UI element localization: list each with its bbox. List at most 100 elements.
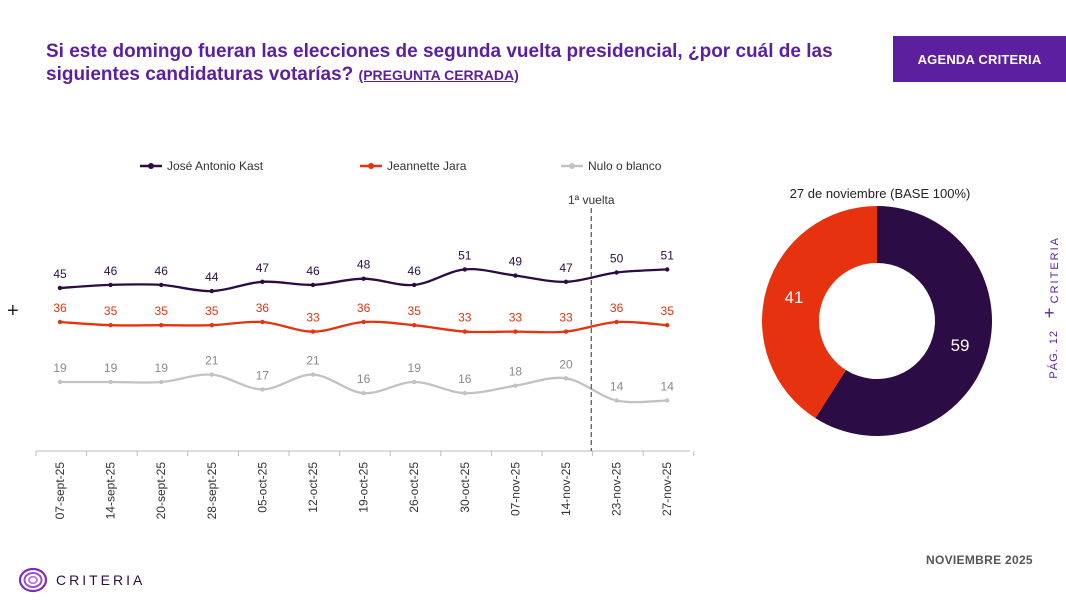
agenda-badge: AGENDA CRITERIA: [893, 36, 1066, 82]
side-brand: CRITERIA: [1049, 236, 1061, 304]
x-tick-label: 12-oct-25: [306, 462, 320, 513]
data-label: 19: [408, 361, 422, 375]
legend-swatch-dot: [368, 163, 374, 169]
legend-label: Nulo o blanco: [588, 159, 662, 173]
data-point: [614, 398, 619, 403]
x-tick-label: 28-sept-25: [205, 462, 219, 520]
logo-text: CRITERIA: [56, 572, 146, 588]
data-label: 36: [357, 301, 371, 315]
data-label: 47: [559, 261, 573, 275]
data-label: 21: [205, 354, 219, 368]
data-point: [57, 285, 63, 291]
data-label: 35: [661, 304, 675, 318]
data-label: 33: [458, 311, 472, 325]
data-point: [412, 379, 417, 385]
criteria-logo: CRITERIA: [18, 567, 145, 593]
donut-slice-label: 41: [784, 288, 803, 307]
legend-swatch-dot: [148, 163, 154, 169]
data-label: 36: [53, 301, 67, 315]
data-point: [513, 383, 518, 388]
data-point: [513, 329, 518, 334]
data-label: 14: [610, 380, 624, 394]
data-point: [108, 379, 113, 385]
data-label: 20: [559, 357, 573, 371]
footer-date: NOVIEMBRE 2025: [926, 553, 1033, 567]
data-point: [159, 379, 164, 385]
data-label: 17: [256, 368, 270, 382]
data-point: [260, 319, 265, 325]
data-label: 47: [256, 261, 270, 275]
x-tick-label: 05-oct-25: [255, 462, 269, 513]
data-point: [260, 279, 265, 284]
data-label: 33: [559, 311, 573, 325]
data-point: [412, 323, 417, 328]
data-label: 19: [53, 361, 67, 375]
data-label: 36: [610, 301, 624, 315]
donut-slice: [815, 206, 992, 436]
legend-label: Jeannette Jara: [387, 159, 467, 173]
line-chart: 07-sept-25 14-sept-25 20-sept-25 28-sept-25…: [35, 159, 695, 520]
legend-label: José Antonio Kast: [167, 159, 264, 173]
data-label: 33: [306, 311, 320, 325]
data-point: [57, 379, 63, 385]
data-label: 51: [661, 248, 675, 262]
data-point: [209, 288, 214, 294]
data-point: [209, 323, 214, 328]
data-point: [563, 279, 569, 284]
x-tick-label: 14-nov-25: [559, 462, 573, 516]
data-point: [209, 372, 214, 377]
page-title: Si este domingo fueran las elecciones de…: [46, 40, 846, 87]
x-tick-label: 07-nov-25: [508, 462, 522, 516]
data-point: [108, 323, 113, 328]
x-tick-label: 30-oct-25: [458, 462, 472, 513]
legend-swatch-dot: [569, 163, 575, 169]
first-round-label: 1ª vuelta: [568, 193, 615, 207]
data-point: [361, 390, 366, 396]
data-point: [563, 376, 569, 381]
x-tick-label: 26-oct-25: [407, 462, 421, 513]
donut-slice: [762, 206, 877, 419]
data-point: [462, 329, 467, 334]
data-label: 19: [104, 361, 118, 375]
data-label: 51: [458, 248, 472, 262]
question-text: Si este domingo fueran las elecciones de…: [46, 41, 833, 85]
data-label: 46: [408, 264, 422, 278]
data-point: [159, 323, 164, 328]
x-tick-label: 19-oct-25: [357, 462, 371, 513]
data-point: [260, 387, 265, 392]
data-label: 44: [205, 270, 219, 284]
data-point: [159, 282, 164, 288]
data-label: 46: [104, 264, 118, 278]
data-point: [108, 282, 113, 288]
data-label: 14: [661, 380, 675, 394]
data-label: 21: [306, 354, 320, 368]
side-plus-icon: +: [1044, 303, 1055, 323]
data-label: 16: [458, 372, 472, 386]
data-point: [361, 319, 366, 325]
donut-slice-label: 59: [951, 336, 970, 355]
x-tick-label: 27-nov-25: [660, 462, 674, 516]
data-label: 45: [53, 267, 67, 281]
question-type-link[interactable]: (PREGUNTA CERRADA): [358, 67, 519, 83]
x-tick-label: 07-sept-25: [53, 462, 67, 520]
criteria-logo-icon: [18, 567, 48, 593]
data-label: 50: [610, 252, 624, 266]
data-label: 36: [256, 301, 270, 315]
data-label: 16: [357, 372, 371, 386]
data-label: 35: [155, 304, 169, 318]
data-point: [57, 319, 63, 325]
data-label: 18: [509, 365, 523, 379]
page-number: PÁG. 12: [1048, 330, 1060, 379]
data-point: [310, 329, 316, 334]
data-label: 35: [205, 304, 219, 318]
donut-title: 27 de noviembre (BASE 100%): [789, 186, 971, 201]
data-point: [462, 267, 467, 272]
x-tick-label: 20-sept-25: [154, 462, 168, 520]
data-point: [665, 267, 670, 272]
x-tick-label: 14-sept-25: [104, 462, 118, 520]
data-label: 35: [408, 304, 422, 318]
donut-chart: 59 41: [762, 206, 992, 436]
data-point: [310, 282, 316, 288]
data-point: [665, 398, 670, 403]
data-label: 35: [104, 304, 118, 318]
